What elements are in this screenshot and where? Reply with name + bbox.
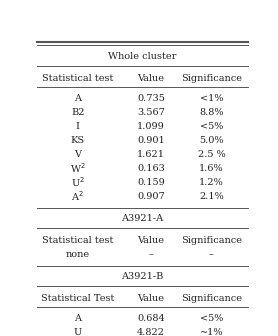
Text: Whole cluster: Whole cluster [108,52,177,61]
Text: W$^2$: W$^2$ [70,162,86,175]
Text: ~1%: ~1% [200,328,223,336]
Text: I: I [76,122,80,131]
Text: –: – [209,250,214,259]
Text: 1.2%: 1.2% [199,178,224,187]
Text: A3921-A: A3921-A [121,214,163,223]
Text: <5%: <5% [200,122,223,131]
Text: Significance: Significance [181,236,242,245]
Text: 0.735: 0.735 [137,94,165,103]
Text: 0.684: 0.684 [137,314,165,323]
Text: 1.6%: 1.6% [199,164,224,173]
Text: Statistical test: Statistical test [42,236,113,245]
Text: A: A [74,94,81,103]
Text: 5.0%: 5.0% [199,136,224,145]
Text: B2: B2 [71,108,85,117]
Text: 8.8%: 8.8% [199,108,224,117]
Text: U$^2$: U$^2$ [71,175,85,189]
Text: Value: Value [138,294,165,303]
Text: 0.901: 0.901 [137,136,165,145]
Text: V: V [74,150,81,159]
Text: 0.907: 0.907 [137,192,165,201]
Text: A$^2$: A$^2$ [71,190,84,203]
Text: 2.5 %: 2.5 % [198,150,225,159]
Text: A3921-B: A3921-B [121,272,164,281]
Text: Value: Value [138,236,165,245]
Text: 0.159: 0.159 [137,178,165,187]
Text: Statistical Test: Statistical Test [41,294,115,303]
Text: 1.621: 1.621 [137,150,165,159]
Text: 3.567: 3.567 [137,108,165,117]
Text: Statistical test: Statistical test [42,74,113,83]
Text: 2.1%: 2.1% [199,192,224,201]
Text: <1%: <1% [200,94,223,103]
Text: –: – [149,250,153,259]
Text: A: A [74,314,81,323]
Text: 1.099: 1.099 [137,122,165,131]
Text: Significance: Significance [181,74,242,83]
Text: KS: KS [71,136,85,145]
Text: 4.822: 4.822 [137,328,165,336]
Text: <5%: <5% [200,314,223,323]
Text: 0.163: 0.163 [137,164,165,173]
Text: Significance: Significance [181,294,242,303]
Text: U: U [74,328,82,336]
Text: Value: Value [138,74,165,83]
Text: none: none [66,250,90,259]
